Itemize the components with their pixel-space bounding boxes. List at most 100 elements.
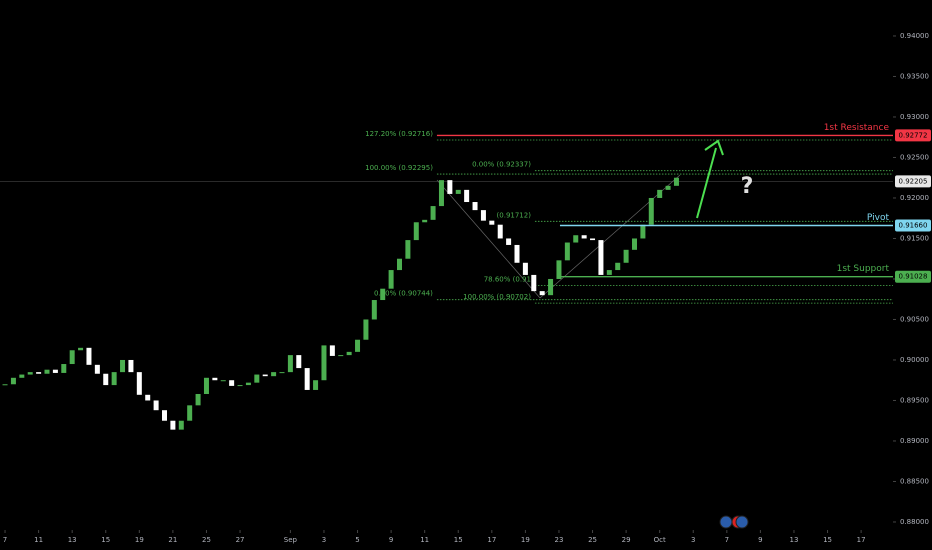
candle [52,369,58,373]
candle [321,345,327,381]
candle [632,238,637,250]
event-icon [719,515,733,529]
price-box [895,219,931,232]
level-name: 1st Resistance [824,123,890,133]
candle [86,347,92,365]
arrow-head [704,139,724,156]
candle [388,270,394,289]
fib-label: 100.00% (0.92295) [365,164,433,172]
candle [506,238,512,245]
x-tick-label: 21 [168,536,177,544]
candle [480,210,486,221]
x-tick-label: 17 [857,536,866,544]
candle [44,369,50,374]
candle [371,300,377,320]
candle [615,262,621,271]
price-box [895,270,931,283]
x-tick-label: 11 [34,536,43,544]
price-box [895,175,931,188]
x-tick-label: 3 [691,536,695,544]
y-tick-label: 0.93000 [900,113,929,121]
candle [262,374,268,377]
x-tick-label: 25 [588,536,597,544]
candle [539,291,545,296]
level-name: Pivot [867,213,890,223]
candle [271,372,277,377]
candle [640,224,646,239]
event-icon [735,515,749,529]
fib-label: 100.00% (0.90702) [463,293,531,301]
x-tick-label: 17 [487,536,496,544]
y-tick-label: 0.90500 [900,315,929,323]
candle [128,359,134,373]
candle [564,242,570,261]
candle [648,197,654,225]
candle [203,377,209,394]
candle [380,288,386,301]
fib-trend-line [539,174,681,299]
x-tick-label: 7 [725,536,729,544]
candle [296,355,302,369]
y-tick-label: 0.91500 [900,234,929,242]
level-name: 1st Support [837,264,890,274]
candle [397,258,402,271]
candle [606,270,612,275]
arrow-shaft [696,147,717,219]
x-tick-label: 13 [68,536,77,544]
candle [153,400,159,411]
price-box [895,129,931,142]
y-tick-label: 0.93500 [900,72,929,80]
fib-label: 0.00% (0.92337) [472,161,531,169]
x-tick-label: 15 [454,536,463,544]
x-tick-label: 9 [758,536,762,544]
candle [279,372,285,374]
price-box-label: 0.92772 [899,131,928,139]
candle [497,224,503,239]
candle [673,177,679,186]
candle [61,364,67,373]
candle [548,278,554,296]
candle [313,380,319,390]
y-tick-label: 0.89500 [900,396,929,404]
fib-label: (0.91712) [497,211,532,219]
candle [69,350,75,365]
x-tick-label: 29 [622,536,631,544]
question-mark: ? [741,174,754,199]
candle [665,185,671,190]
candle [10,377,16,385]
x-tick-label: 15 [101,536,110,544]
candle [19,374,25,378]
candle [355,339,361,352]
x-tick-label: 9 [389,536,393,544]
candle [623,249,629,263]
candle [338,355,344,357]
y-tick-label: 0.89000 [900,437,929,445]
x-tick-label: 7 [3,536,7,544]
candle [229,380,235,386]
candle [111,372,117,386]
y-tick-label: 0.94000 [900,32,929,40]
x-tick-label: Sep [284,536,298,544]
candle [329,345,335,356]
candle [455,189,461,194]
candle [36,372,42,374]
candle [78,347,84,351]
candle [472,202,478,211]
candle [212,377,218,381]
candle [422,219,428,223]
x-tick-label: 27 [236,536,245,544]
x-tick-label: 15 [823,536,832,544]
fib-trend-line [436,179,541,299]
candle [187,405,193,421]
y-tick-label: 0.92500 [900,153,929,161]
candle [447,180,453,194]
candle [413,222,419,241]
candle [304,368,310,390]
candle [514,244,520,263]
price-box-label: 0.92205 [899,177,928,185]
price-box-label: 0.91028 [899,273,928,281]
candle [2,384,8,386]
x-tick-label: 3 [322,536,326,544]
